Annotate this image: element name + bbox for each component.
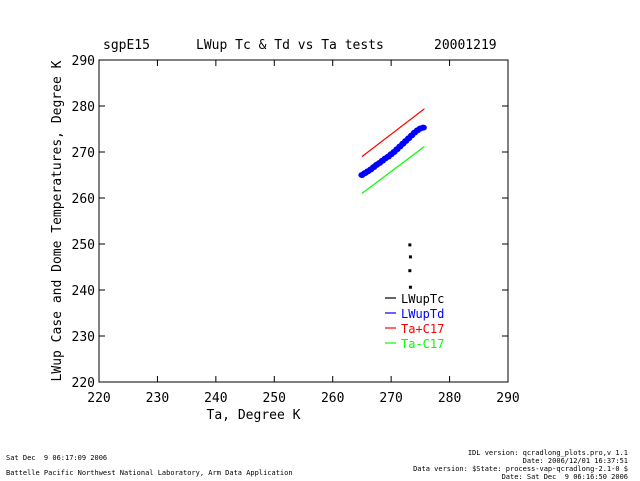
- y-axis-title: LWup Case and Dome Temperatures, Degree …: [50, 60, 65, 381]
- x-tick-label: 230: [146, 391, 169, 406]
- legend-label-lwuptd: LWupTd: [401, 307, 444, 321]
- x-tick-label: 270: [379, 391, 402, 406]
- chart-title: LWup Tc & Td vs Ta tests: [196, 38, 384, 53]
- x-tick-label: 260: [321, 391, 344, 406]
- series-line-ta-c17: [361, 108, 425, 158]
- x-tick-label: 290: [496, 391, 519, 406]
- y-tick-label: 260: [72, 192, 95, 207]
- y-tick-label: 280: [72, 100, 95, 115]
- x-tick-label: 240: [204, 391, 227, 406]
- series-line-ta-c17: [361, 146, 425, 194]
- footer-idl-date: Date: 2006/12/01 16:37:51: [522, 457, 628, 465]
- footer-institution: Battelle Pacific Northwest National Labo…: [6, 469, 293, 477]
- site-label: sgpE15: [103, 38, 150, 53]
- footer-data-version: Data version: $State: process-vap-qcradl…: [413, 465, 628, 473]
- x-tick-label: 220: [87, 391, 110, 406]
- plot-frame: [98, 59, 509, 383]
- data-point-lwuptc: [408, 269, 412, 273]
- legend-label-lwuptc: LWupTc: [401, 292, 444, 306]
- y-tick-label: 230: [72, 330, 95, 345]
- y-tick-label: 290: [72, 54, 95, 69]
- x-axis-title: Ta, Degree K: [207, 408, 301, 423]
- data-point-lwuptc: [408, 255, 412, 259]
- footer-timestamp: Sat Dec 9 06:17:09 2006: [6, 454, 108, 462]
- date-label: 20001219: [434, 38, 497, 53]
- legend-label-ta-c17: Ta-C17: [401, 337, 444, 351]
- y-tick-label: 270: [72, 146, 95, 161]
- legend-label-ta-c17: Ta+C17: [401, 322, 444, 336]
- y-tick-label: 220: [72, 376, 95, 391]
- footer-data-date: Date: Sat Dec 9 06:16:50 2006: [501, 473, 628, 481]
- footer-idl-version: IDL version: qcradlong_plots.pro,v 1.1: [467, 449, 628, 457]
- data-point-lwuptc: [408, 243, 412, 247]
- x-tick-label: 250: [263, 391, 286, 406]
- data-point-lwuptd: [419, 124, 427, 131]
- y-tick-label: 250: [72, 238, 95, 253]
- x-tick-label: 280: [438, 391, 461, 406]
- data-point-lwuptc: [408, 285, 412, 289]
- y-tick-label: 240: [72, 284, 95, 299]
